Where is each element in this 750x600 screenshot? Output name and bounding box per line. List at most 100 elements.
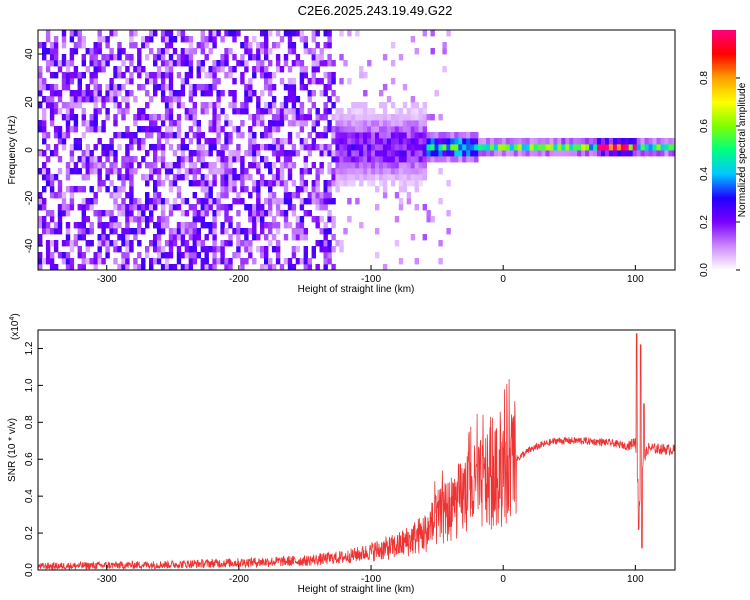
spectrogram-cell: [331, 102, 336, 109]
spectrogram-cell: [636, 138, 642, 145]
spectrogram-cell: [283, 210, 289, 217]
spectrogram-cell: [196, 138, 201, 145]
spectrogram-cell: [232, 186, 237, 193]
spectrogram-cell: [256, 234, 261, 241]
spectrogram-cell: [315, 174, 320, 181]
spectrogram-cell: [529, 138, 534, 145]
spectrogram-cell: [53, 84, 59, 91]
spectrogram-cell: [133, 198, 138, 205]
spectrogram-cell: [315, 54, 320, 61]
spectrogram-cell: [371, 150, 376, 157]
spectrogram-cell: [402, 156, 408, 163]
spectrogram-cell: [434, 144, 439, 151]
spectrogram-cell: [121, 258, 126, 265]
spectrogram-cell: [275, 156, 281, 163]
spectrogram-cell: [311, 180, 316, 187]
spectrogram-cell: [196, 120, 201, 127]
spectrogram-cell: [517, 150, 523, 157]
spectrogram-cell: [268, 78, 273, 85]
spectrogram-cell: [93, 114, 98, 121]
spectrogram-cell: [38, 240, 43, 247]
spectrogram-cell: [438, 114, 443, 121]
spectrogram-cell: [327, 246, 332, 253]
spectrogram-cell: [89, 228, 94, 235]
spectrogram-cell: [192, 246, 197, 253]
spectrogram-cell: [38, 102, 43, 109]
spectrogram-cell: [379, 180, 384, 187]
spectrogram-cell: [69, 186, 75, 193]
spectrogram-cell: [589, 150, 594, 157]
spectrogram-cell: [228, 66, 233, 73]
spectrogram-cell: [93, 198, 98, 205]
spectrogram-cell: [343, 174, 348, 181]
spectrogram-cell: [196, 216, 201, 223]
spectrogram-cell: [394, 192, 400, 199]
spectrogram-cell: [283, 192, 289, 199]
spectrogram-cell: [45, 180, 51, 187]
spectrogram-cell: [612, 138, 618, 145]
spectrogram-cell: [287, 156, 293, 163]
spectrogram-cell: [275, 150, 281, 157]
spectrogram-cell: [61, 60, 67, 67]
spectrogram-cell: [81, 252, 86, 259]
spectrogram-cell: [156, 180, 162, 187]
spectrogram-cell: [77, 222, 82, 229]
spectrogram-cell: [271, 222, 277, 229]
spectrogram-cell: [347, 174, 352, 181]
spectrogram-cell: [109, 240, 114, 247]
spectrogram-cell: [319, 114, 324, 121]
spectrogram-cell: [141, 144, 146, 151]
spectrogram-cell: [260, 222, 265, 229]
spectrogram-cell: [145, 174, 150, 181]
spectrogram-cell: [303, 144, 308, 151]
spectrogram-cell: [593, 150, 598, 157]
spectrogram-cell: [569, 138, 574, 145]
spectrogram-cell: [172, 132, 178, 139]
spectrogram-cell: [271, 180, 277, 187]
spectrogram-cell: [180, 150, 186, 157]
spectrogram-cell: [264, 84, 269, 91]
spectrogram-cell: [176, 60, 182, 67]
spectrogram-cell: [176, 30, 182, 37]
spectrogram-cell: [85, 144, 90, 151]
spectrogram-cell: [605, 150, 610, 157]
spectrogram-cell: [204, 42, 209, 49]
spectrogram-cell: [668, 150, 673, 157]
spectrogram-cell: [307, 108, 312, 115]
spectrogram-cell: [299, 204, 305, 211]
spectrogram-cell: [89, 204, 94, 211]
spectrogram-cell: [160, 96, 166, 103]
spectrogram-cell: [216, 204, 221, 211]
spectrogram-cell: [45, 30, 51, 37]
spectrogram-cell: [145, 102, 150, 109]
spectrogram-cell: [371, 120, 376, 127]
spectrogram-cell: [224, 114, 229, 121]
spectrogram-cell: [65, 252, 71, 259]
spectrogram-cell: [355, 150, 360, 157]
spectrogram-cell: [73, 114, 79, 121]
spectrogram-cell: [299, 108, 305, 115]
spectrogram-cell: [97, 240, 102, 247]
spectrogram-cell: [244, 228, 249, 235]
spectrogram-cell: [307, 48, 312, 55]
spectrogram-cell: [271, 42, 277, 49]
spectrogram-cell: [105, 168, 110, 175]
spectrogram-cell: [252, 258, 257, 265]
spectrogram-cell: [164, 66, 170, 73]
spectrogram-cell: [299, 216, 305, 223]
spectrogram-cell: [236, 108, 241, 115]
spectrogram-cell: [53, 246, 59, 253]
spectrogram-cell: [125, 210, 130, 217]
spectrogram-cell: [97, 180, 102, 187]
spectrogram-cell: [355, 120, 360, 127]
spectrogram-cell: [319, 192, 324, 199]
spectrogram-cell: [42, 42, 47, 49]
spectrogram-cell: [113, 150, 118, 157]
spectrogram-cell: [42, 108, 47, 115]
spectrogram-cell: [252, 204, 257, 211]
spectrogram-cell: [636, 144, 642, 151]
spectrogram-cell: [204, 90, 209, 97]
spectrogram-cell: [176, 90, 182, 97]
spectrogram-cell: [125, 126, 130, 133]
spectrogram-cell: [390, 138, 396, 145]
